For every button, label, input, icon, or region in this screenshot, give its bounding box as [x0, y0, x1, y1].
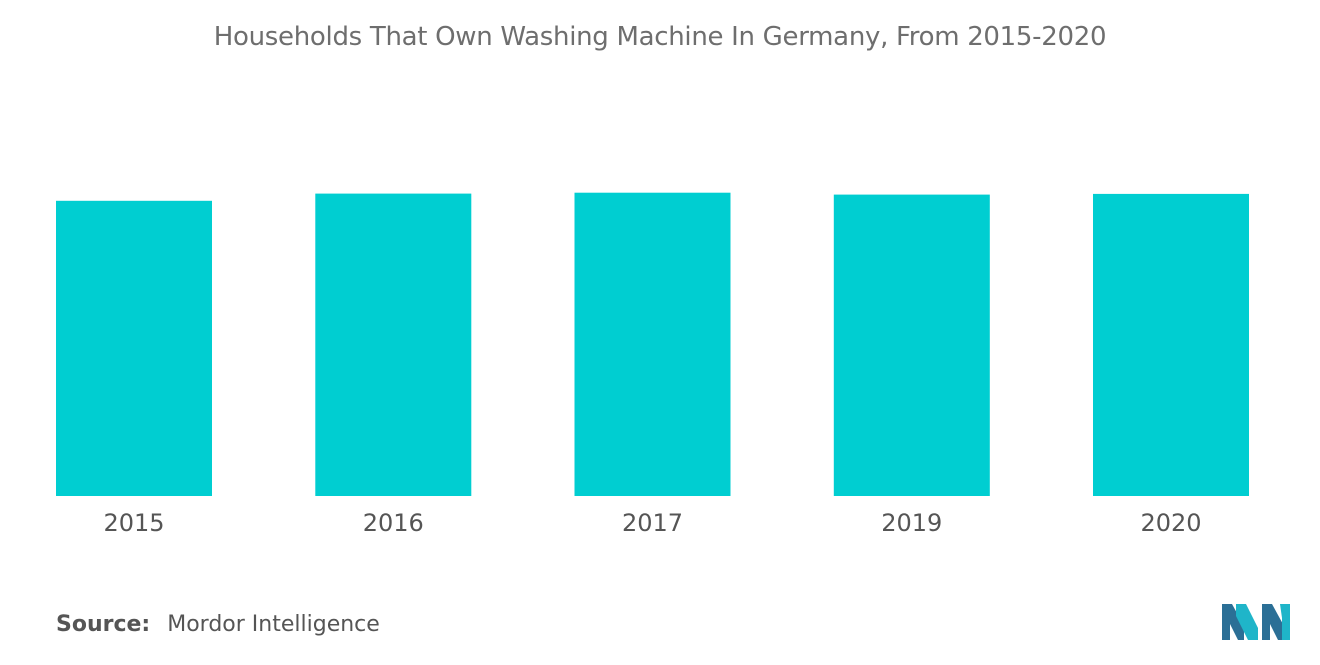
- x-axis-tick-labels: 2015 2016 2017 2019 2020: [103, 509, 1201, 537]
- mordor-intelligence-logo-icon: [1222, 604, 1290, 640]
- chart-title: Households That Own Washing Machine In G…: [213, 22, 1107, 52]
- x-tick-label-2016: 2016: [363, 509, 424, 537]
- source-value: Mordor Intelligence: [167, 612, 380, 637]
- bar-2017: [574, 192, 731, 496]
- source-label: Source:: [56, 612, 151, 637]
- x-tick-label-2020: 2020: [1140, 509, 1201, 537]
- bar-2020: [1093, 193, 1249, 496]
- bars-layer: [56, 192, 1249, 497]
- x-tick-label-2017: 2017: [622, 509, 683, 537]
- x-tick-label-2015: 2015: [103, 509, 164, 537]
- source-line: Source: Mordor Intelligence: [56, 612, 380, 637]
- x-tick-label-2019: 2019: [881, 509, 942, 537]
- bar-2019: [833, 194, 990, 496]
- bar-2016: [315, 193, 472, 496]
- bar-2015: [56, 200, 212, 497]
